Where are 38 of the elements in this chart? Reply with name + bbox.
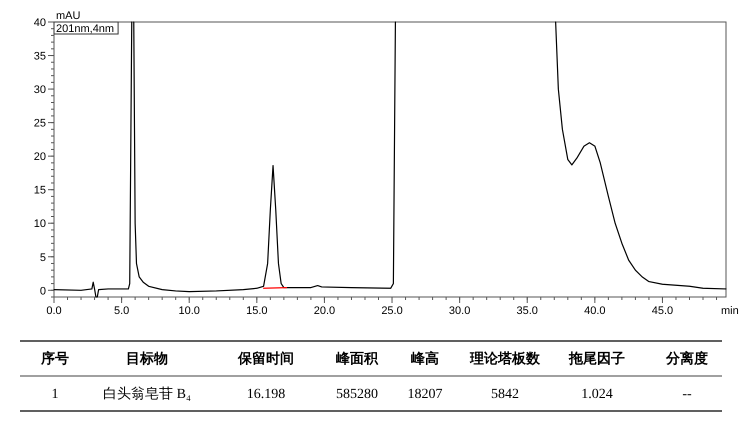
text: 16.198	[246, 387, 286, 402]
x-tick-label: 5.0	[114, 305, 130, 317]
y-tick-label: 0	[40, 285, 46, 298]
x-tick-label: 15.0	[246, 305, 268, 317]
x-tick-label: 20.0	[314, 305, 336, 317]
x-tick-label: 35.0	[516, 305, 538, 317]
text: 1	[52, 387, 58, 402]
y-tick-label: 40	[34, 17, 46, 29]
text: 拖尾因子	[568, 351, 625, 367]
text: --	[682, 387, 692, 402]
text: 1.024	[581, 387, 613, 402]
y-tick-label: 10	[34, 218, 46, 230]
text: 序号	[40, 350, 69, 367]
annotation: 201nm,4nm	[56, 23, 114, 35]
y-axis-title: mAU	[56, 10, 80, 22]
text: 目标物	[126, 351, 168, 367]
text: 585280	[336, 387, 378, 402]
x-axis-title: min	[721, 305, 739, 317]
text: 5842	[491, 387, 519, 402]
y-tick-label: 30	[34, 84, 46, 96]
y-tick-label: 25	[34, 118, 46, 130]
text: 分离度	[665, 350, 708, 367]
text: 18207	[408, 387, 442, 402]
y-tick-label: 15	[34, 184, 46, 197]
x-tick-label: 40.0	[584, 305, 606, 317]
x-tick-label: 25.0	[381, 305, 403, 317]
x-tick-label: 30.0	[448, 305, 470, 317]
x-tick-label: 10.0	[178, 305, 200, 317]
x-tick-label: 0.0	[46, 305, 62, 317]
text: 保留时间	[237, 351, 294, 367]
text: 白头翁皂苷 B₄	[103, 386, 191, 402]
y-tick-label: 35	[34, 50, 46, 63]
text: 理论塔板数	[469, 351, 541, 367]
y-tick-label: 5	[40, 252, 46, 264]
x-tick-label: 45.0	[652, 305, 674, 317]
text: 峰高	[411, 350, 439, 367]
text: 峰面积	[336, 351, 379, 367]
y-tick-label: 20	[34, 151, 46, 164]
